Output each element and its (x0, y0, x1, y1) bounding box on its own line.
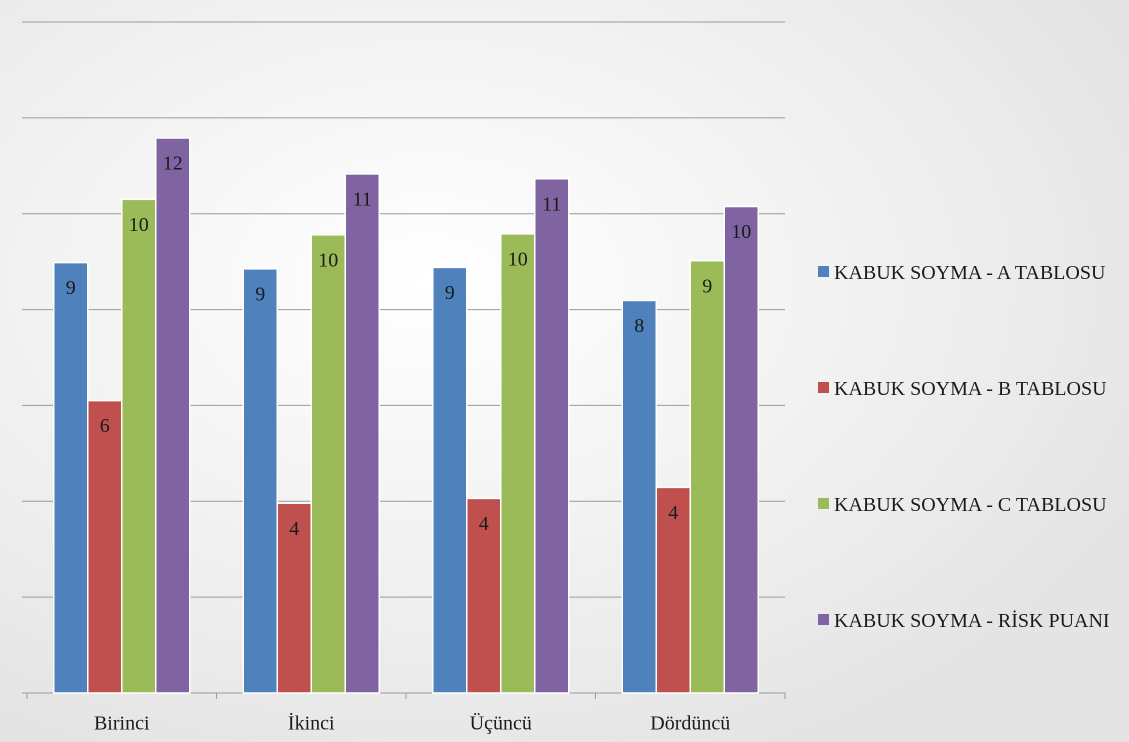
legend-swatch (818, 266, 829, 277)
bar (344, 173, 380, 694)
legend-swatch (818, 498, 829, 509)
legend-text: KABUK SOYMA - C TABLOSU (834, 494, 1107, 516)
data-label: 9 (66, 277, 76, 299)
legend-text: KABUK SOYMA - B TABLOSU (834, 378, 1107, 400)
data-label: 4 (668, 502, 678, 524)
bar (242, 268, 278, 694)
data-label: 6 (100, 415, 110, 437)
chart: Birinci 9 6 10 12 İkinci 9 4 10 11 Üçüncü 9 4 10 11 Dör… (22, 21, 786, 735)
x-tick-label: İkinci (288, 712, 335, 735)
x-tick-label: Dördüncü (650, 713, 730, 735)
bar (155, 137, 191, 694)
data-label: 9 (445, 282, 455, 304)
bar (87, 399, 123, 694)
x-tick-label: Üçüncü (470, 712, 532, 735)
data-label: 10 (731, 221, 751, 243)
bar (500, 233, 536, 694)
legend-item: KABUK SOYMA - B TABLOSU (818, 374, 1126, 490)
bar (121, 198, 157, 694)
legend: KABUK SOYMA - A TABLOSU KABUK SOYMA - B T… (818, 258, 1126, 722)
data-label: 12 (163, 153, 183, 175)
data-label: 9 (255, 283, 265, 305)
x-tick-label: Birinci (94, 713, 150, 735)
bar (432, 266, 468, 694)
data-label: 11 (542, 193, 561, 215)
bar (310, 234, 346, 694)
legend-text: KABUK SOYMA - A TABLOSU (834, 262, 1106, 284)
data-label: 10 (129, 214, 149, 236)
legend-item: KABUK SOYMA - A TABLOSU (818, 258, 1126, 374)
bar (723, 205, 759, 694)
data-label: 10 (508, 248, 528, 270)
data-label: 11 (353, 189, 372, 211)
legend-item: KABUK SOYMA - C TABLOSU (818, 490, 1126, 606)
legend-swatch (818, 382, 829, 393)
bar (534, 177, 570, 694)
bar (53, 261, 89, 694)
data-label: 10 (318, 249, 338, 271)
data-label: 8 (634, 315, 644, 337)
data-label: 9 (702, 275, 712, 297)
bar (655, 486, 691, 694)
bar (689, 259, 725, 694)
bar (621, 299, 657, 694)
legend-text: KABUK SOYMA - RİSK PUANI (834, 610, 1110, 632)
data-label: 4 (289, 518, 299, 540)
data-label: 4 (479, 513, 489, 535)
bar (466, 497, 502, 694)
legend-item: KABUK SOYMA - RİSK PUANI (818, 606, 1126, 722)
legend-swatch (818, 614, 829, 625)
